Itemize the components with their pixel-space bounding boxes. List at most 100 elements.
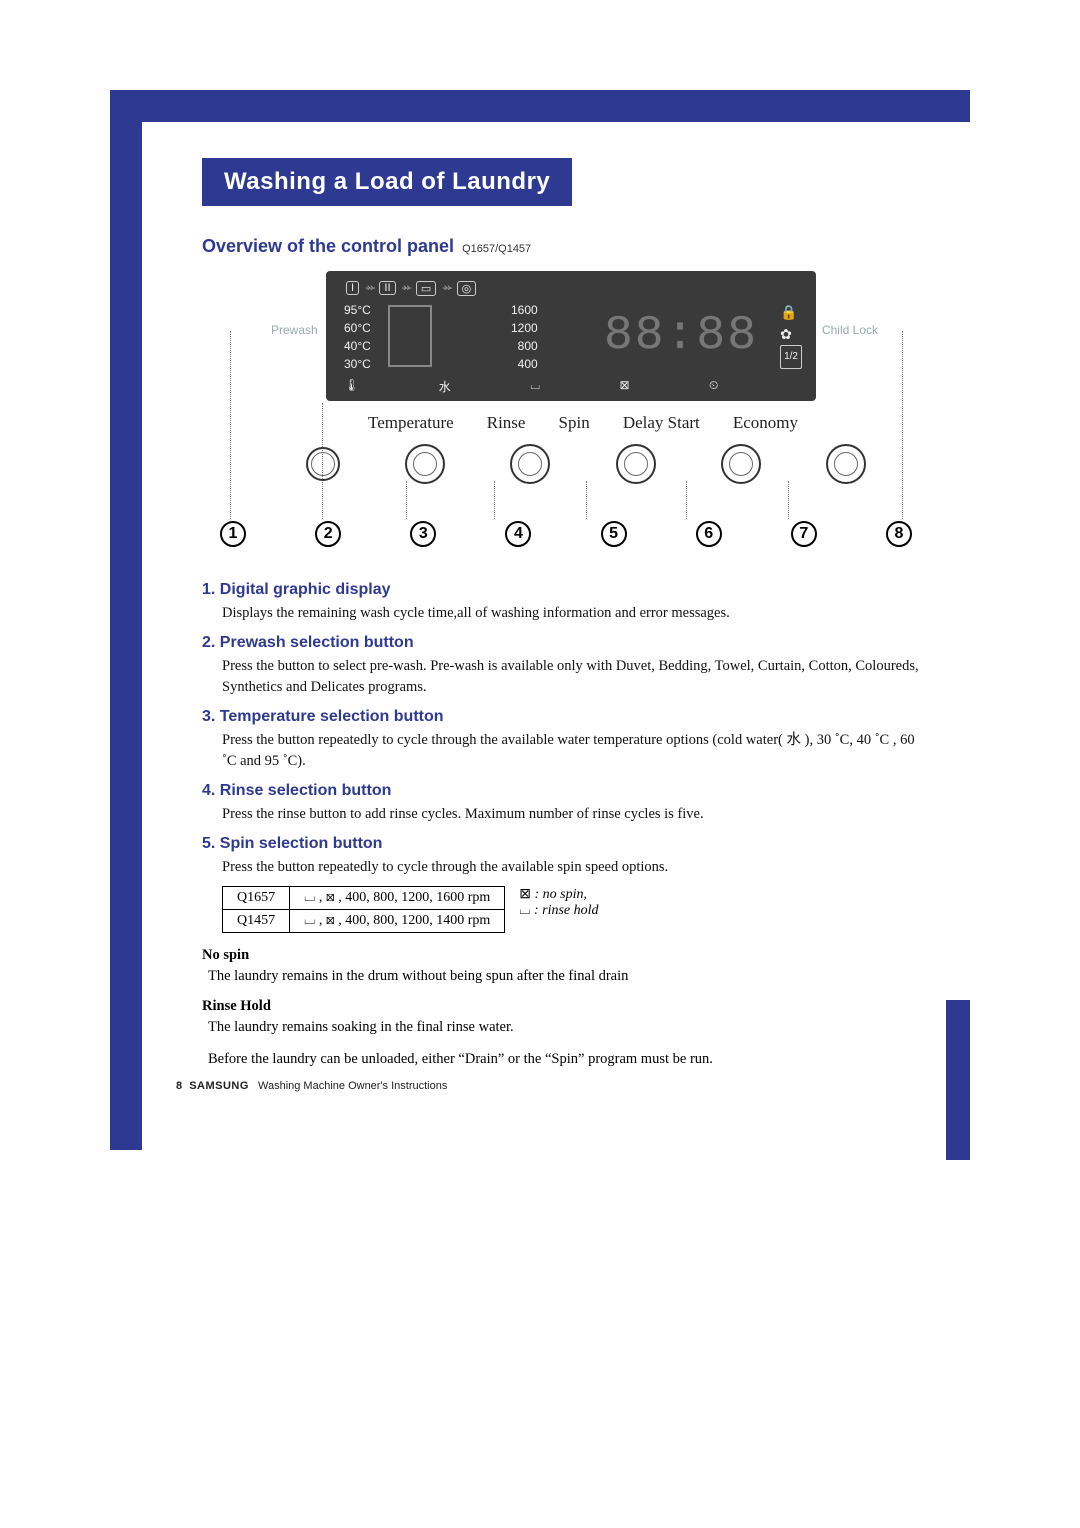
- subtitle-row: Overview of the control panel Q1657/Q145…: [202, 236, 930, 257]
- gear-icon: ✿: [780, 323, 802, 345]
- text-section: 3. Temperature selection button Press the…: [202, 708, 930, 772]
- text-section: 2. Prewash selection buttonPress the but…: [202, 634, 930, 698]
- prewash-label: Prewash: [271, 323, 318, 337]
- callout-number: 1: [220, 521, 246, 547]
- temp-option: 40°C: [344, 337, 371, 355]
- display-bottom-icons: 🌡 ⽔ ⌴ ⊠ ⏲: [344, 378, 798, 395]
- legend-item: ⊠ : no spin,: [519, 886, 598, 903]
- temperature-indicator-column: 95°C 60°C 40°C 30°C: [344, 301, 371, 373]
- digital-display: Prewash Child Lock I -›-›- II -›-›- ▭ -›…: [326, 271, 816, 401]
- footer-text: Washing Machine Owner's Instructions: [258, 1080, 447, 1092]
- section-heading: 5. Spin selection button: [202, 835, 930, 853]
- callout-row: 1 2 3 4 5 6 7 8: [216, 521, 916, 547]
- rinsehold-heading: Rinse Hold: [202, 998, 930, 1015]
- childlock-label: Child Lock: [822, 323, 878, 337]
- delay-start-button[interactable]: [721, 444, 761, 484]
- section-body: Press the button to select pre-wash. Pre…: [202, 656, 930, 698]
- phase-icon: ▭: [416, 281, 436, 296]
- text-section: 4. Rinse selection button Press the rinse…: [202, 782, 930, 825]
- phase-icon: II: [379, 281, 395, 295]
- spin-indicator-column: 1600 1200 800 400: [511, 301, 538, 373]
- callout-number: 7: [791, 521, 817, 547]
- arrow-icon: -›-›-: [402, 282, 410, 294]
- table-row: Q1457 ⌴ , ⊠ , 400, 800, 1200, 1400 rpm: [223, 910, 505, 933]
- button-label: Delay Start: [623, 413, 700, 433]
- table-cell: ⌴ , ⊠ , 400, 800, 1200, 1400 rpm: [290, 910, 505, 933]
- rinse-hold-icon: ⌴: [519, 903, 530, 918]
- table-cell: Q1657: [223, 887, 290, 910]
- timer-icon: ⏲: [709, 378, 718, 395]
- legend-item: ⌴ : rinse hold: [519, 903, 598, 919]
- time-digits: 88:88: [604, 309, 758, 363]
- temperature-button[interactable]: [405, 444, 445, 484]
- section-body: Press the rinse button to add rinse cycl…: [202, 804, 930, 825]
- button-label: Temperature: [368, 413, 454, 433]
- spin-options-table: Q1657 ⌴ , ⊠ , 400, 800, 1200, 1600 rpm Q…: [222, 886, 505, 933]
- callout-number: 5: [601, 521, 627, 547]
- half-load-icon: 1/2: [780, 345, 802, 369]
- temp-option: 30°C: [344, 355, 371, 373]
- prewash-button[interactable]: [306, 447, 340, 481]
- section-heading: 1. Digital graphic display: [202, 581, 930, 599]
- callout-number: 2: [315, 521, 341, 547]
- button-label-row: Temperature Rinse Spin Delay Start Econo…: [368, 413, 798, 433]
- phase-icon: ◎: [457, 281, 477, 296]
- spin-legend: ⊠ : no spin, ⌴ : rinse hold: [519, 886, 598, 919]
- rinsehold-body: Before the laundry can be unloaded, eith…: [208, 1049, 930, 1071]
- section-body: Press the button repeatedly to cycle thr…: [202, 857, 930, 878]
- text-section: 1. Digital graphic display Displays the r…: [202, 581, 930, 624]
- temp-option: 95°C: [344, 301, 371, 319]
- leader-line: [902, 331, 903, 519]
- spin-option: 1600: [511, 301, 538, 319]
- callout-number: 8: [886, 521, 912, 547]
- no-spin-icon: ⊠: [619, 378, 629, 395]
- table-cell: Q1457: [223, 910, 290, 933]
- section-body: Press the button repeatedly to cycle thr…: [202, 730, 930, 772]
- page-number: 8: [176, 1080, 182, 1092]
- status-icon-column: 🔒 ✿ 1/2: [780, 301, 802, 369]
- cold-water-icon: ⽔: [439, 378, 451, 395]
- button-label: Rinse: [487, 413, 526, 433]
- rinse-button[interactable]: [510, 444, 550, 484]
- spin-option: 1200: [511, 319, 538, 337]
- spin-button[interactable]: [616, 444, 656, 484]
- leader-line: [230, 331, 231, 519]
- temp-option: 60°C: [344, 319, 371, 337]
- page-footer: 8 SAMSUNG Washing Machine Owner's Instru…: [176, 1080, 447, 1092]
- nospin-heading: No spin: [202, 947, 930, 964]
- spin-option: 800: [511, 337, 538, 355]
- economy-button[interactable]: [826, 444, 866, 484]
- control-panel-diagram: Prewash Child Lock I -›-›- II -›-›- ▭ -›…: [216, 271, 916, 561]
- no-spin-icon: ⊠: [519, 887, 531, 902]
- arrow-icon: -›-›-: [365, 282, 373, 294]
- phase-icon: I: [346, 281, 359, 295]
- sections-list: 1. Digital graphic display Displays the r…: [202, 581, 930, 878]
- spin-option: 400: [511, 355, 538, 373]
- section-body: Displays the remaining wash cycle time,a…: [202, 603, 930, 624]
- text-section: 5. Spin selection button Press the button…: [202, 835, 930, 878]
- callout-number: 3: [410, 521, 436, 547]
- right-margin-bar: [946, 1000, 970, 1160]
- nospin-body: The laundry remains in the drum without …: [208, 966, 930, 988]
- table-row: Q1657 ⌴ , ⊠ , 400, 800, 1200, 1600 rpm: [223, 887, 505, 910]
- rinse-hold-icon: ⌴: [530, 378, 540, 395]
- callout-number: 6: [696, 521, 722, 547]
- page-frame: Washing a Load of Laundry Overview of th…: [110, 90, 970, 1150]
- rinsehold-body: The laundry remains soaking in the final…: [208, 1017, 930, 1039]
- page-content: Washing a Load of Laundry Overview of th…: [142, 122, 970, 1070]
- model-numbers: Q1657/Q1457: [462, 243, 531, 255]
- brand-name: SAMSUNG: [189, 1080, 249, 1092]
- thermometer-icon: 🌡: [344, 378, 359, 395]
- seven-segment-small: [388, 305, 432, 367]
- knob-row: [306, 439, 866, 489]
- button-label: Spin: [559, 413, 590, 433]
- lock-icon: 🔒: [780, 301, 802, 323]
- table-cell: ⌴ , ⊠ , 400, 800, 1200, 1600 rpm: [290, 887, 505, 910]
- legend-text: : rinse hold: [530, 903, 598, 918]
- section-heading: 3. Temperature selection button: [202, 708, 930, 726]
- button-label: Economy: [733, 413, 798, 433]
- time-display: 88:88: [586, 301, 776, 371]
- section-heading: 4. Rinse selection button: [202, 782, 930, 800]
- phase-icon-row: I -›-›- II -›-›- ▭ -›-›- ◎: [346, 277, 796, 299]
- page-title: Washing a Load of Laundry: [202, 158, 572, 206]
